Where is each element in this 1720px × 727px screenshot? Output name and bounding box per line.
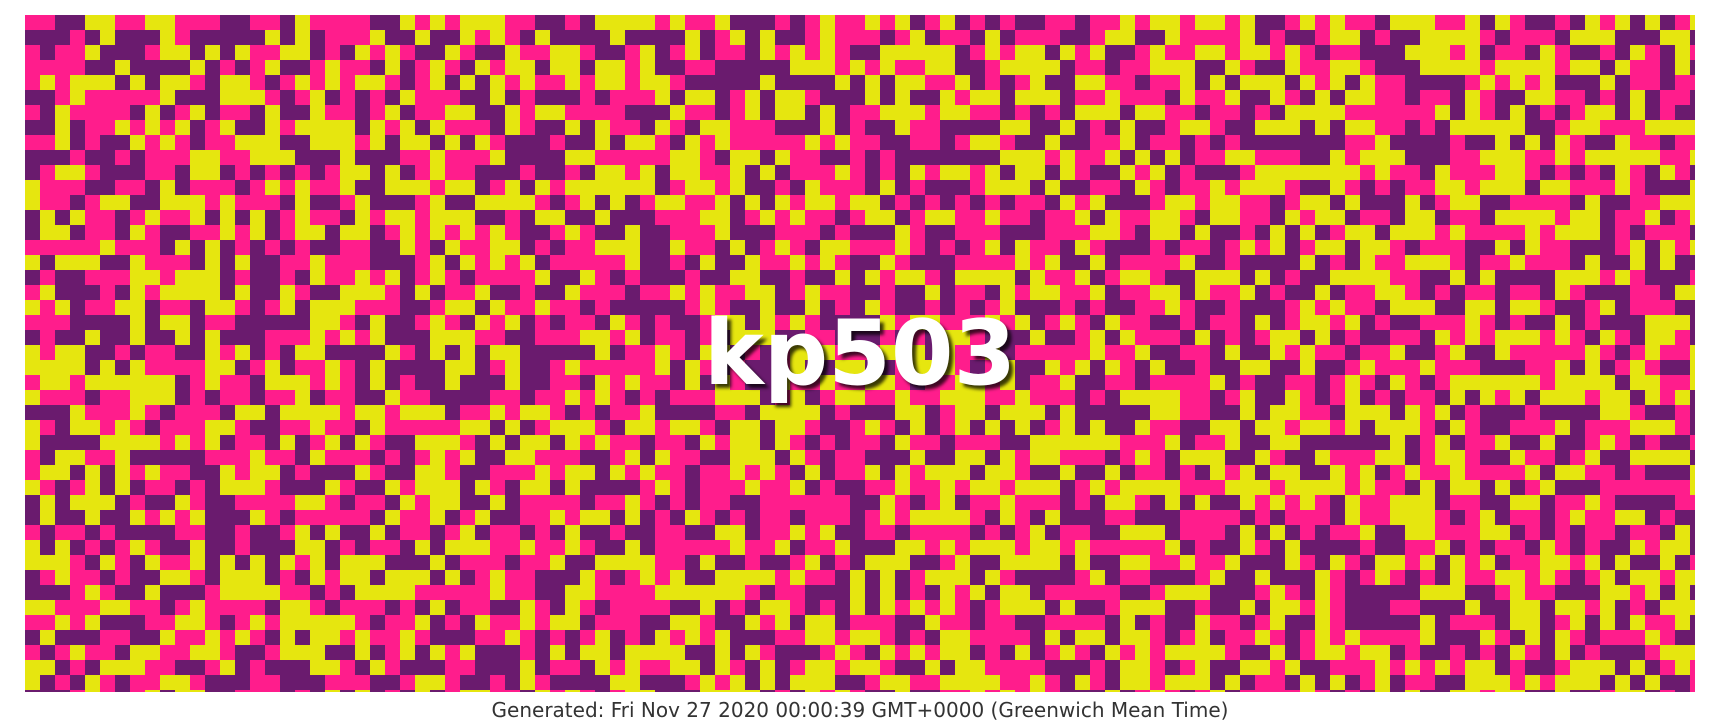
identicon-banner: kp503	[25, 15, 1695, 692]
pixel-pattern	[25, 15, 1695, 692]
generated-timestamp: Generated: Fri Nov 27 2020 00:00:39 GMT+…	[491, 698, 1229, 722]
